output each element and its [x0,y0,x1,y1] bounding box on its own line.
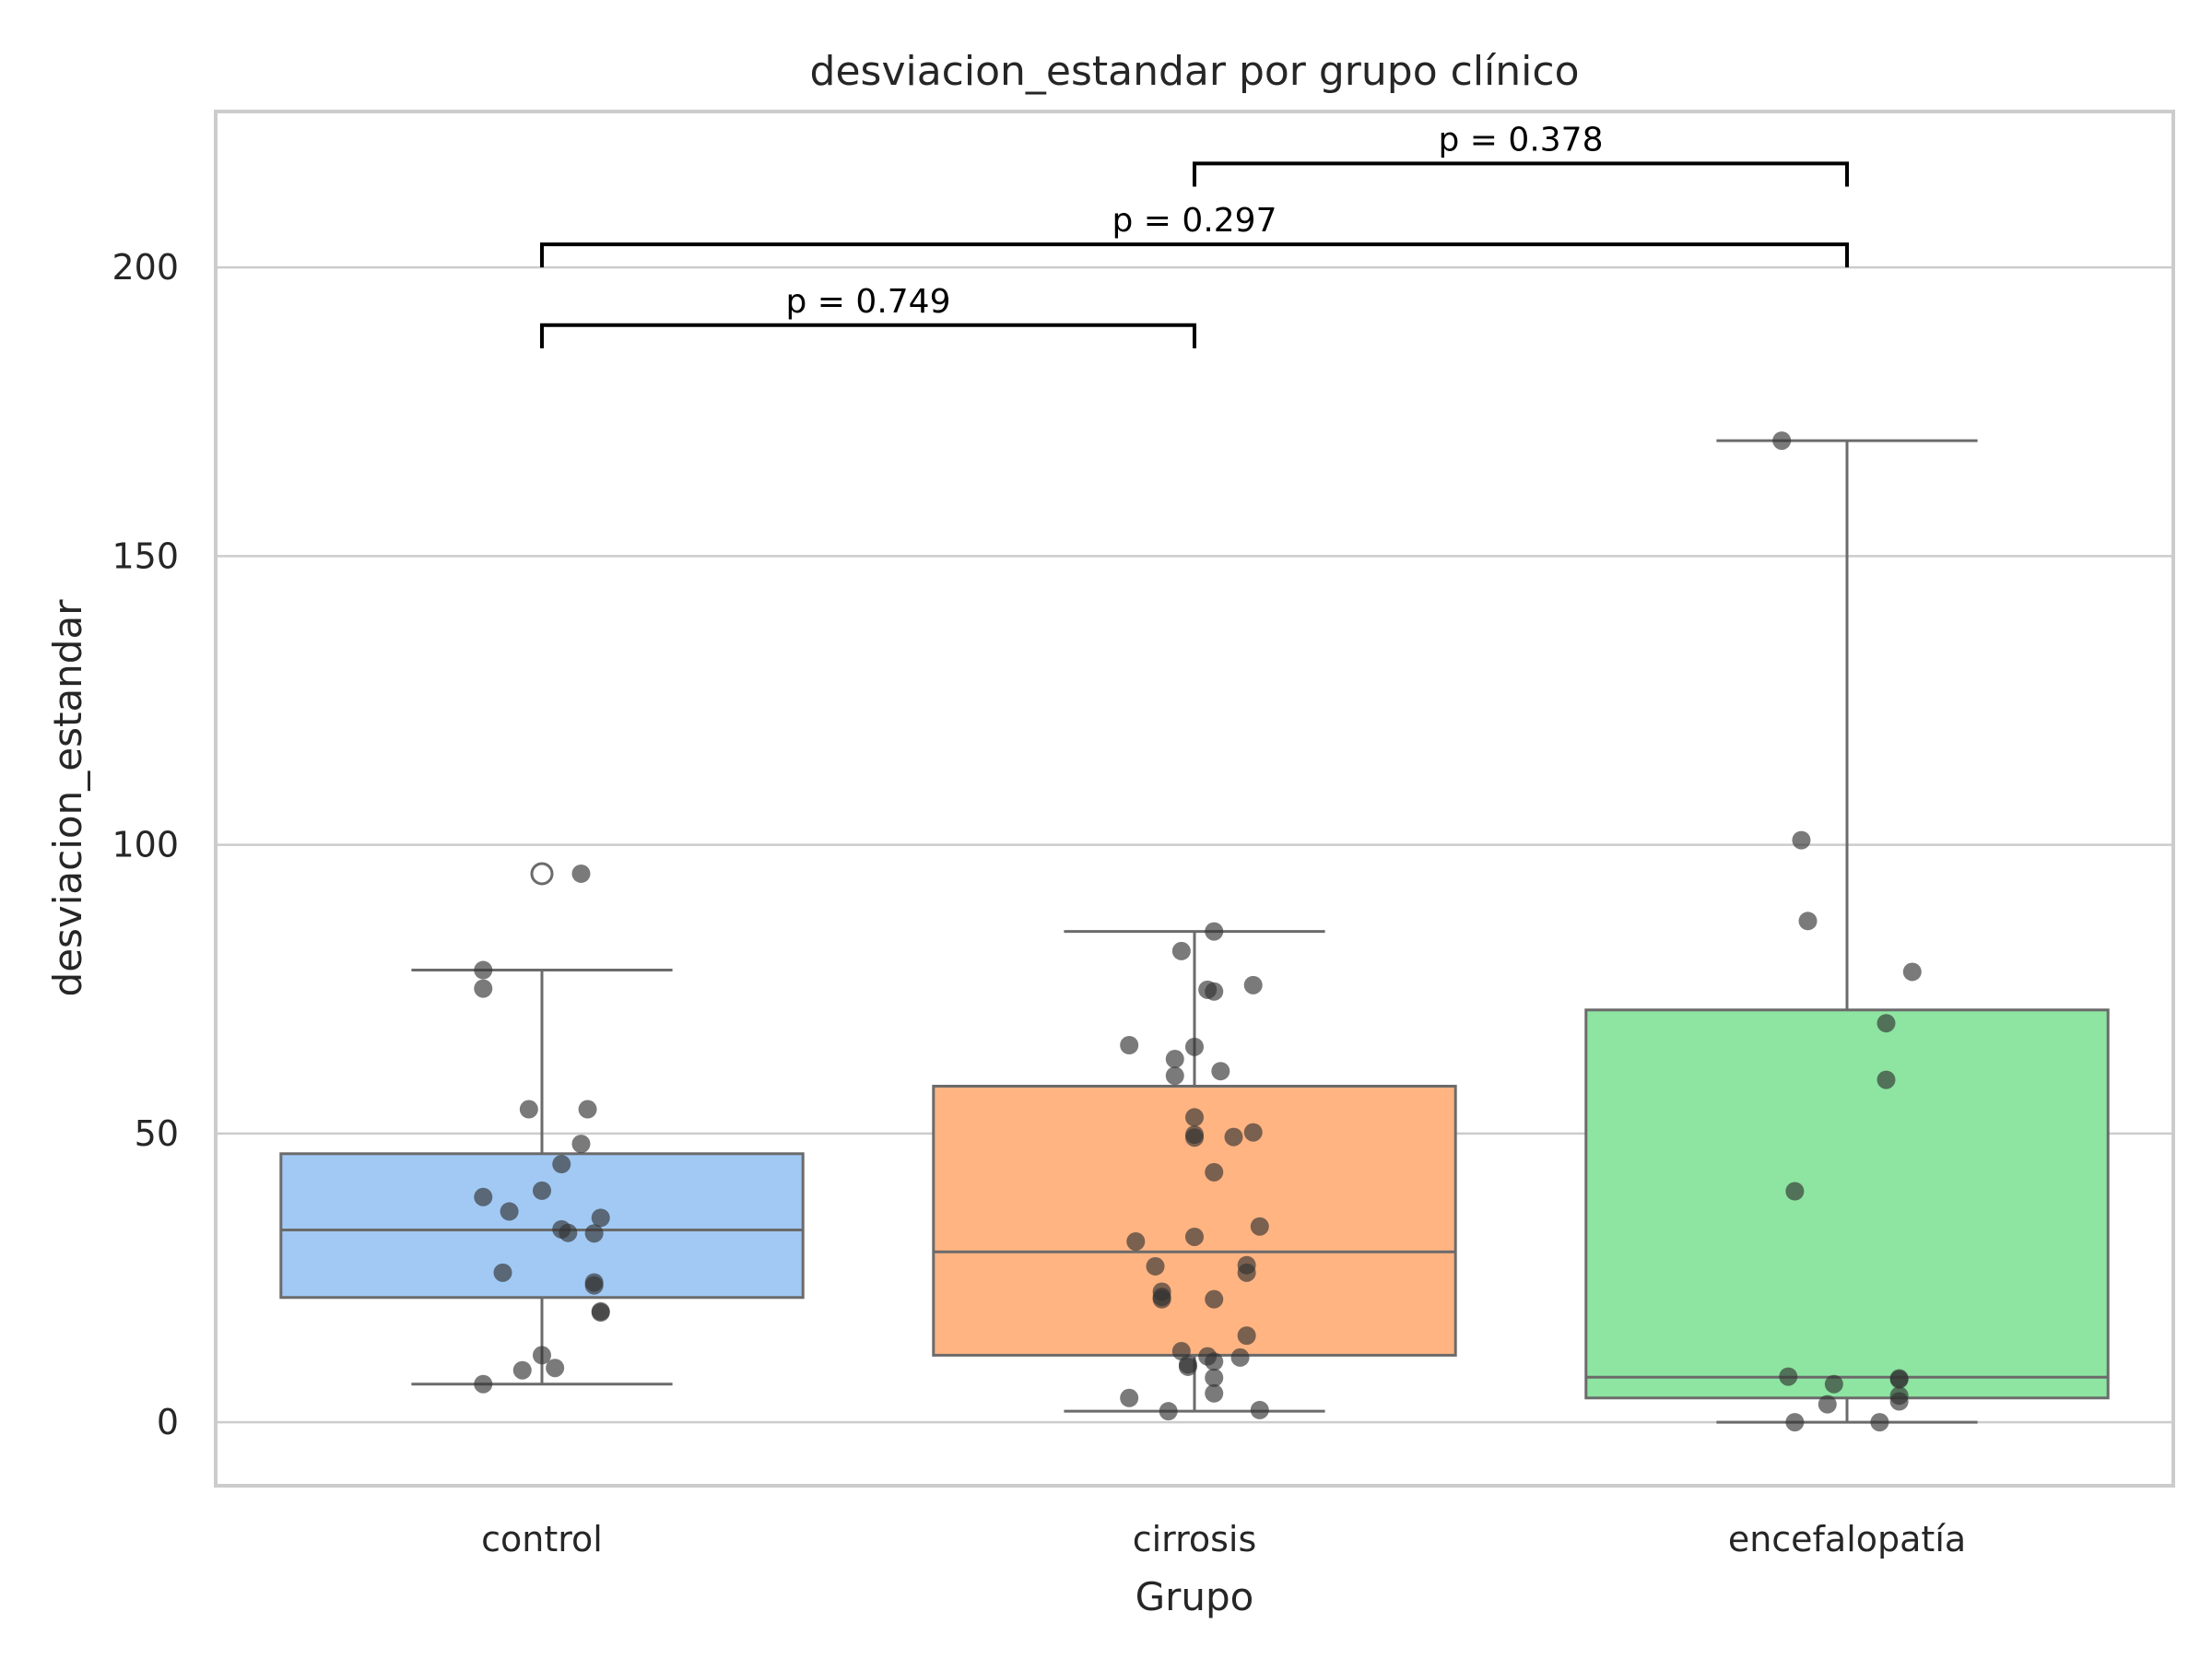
chart-title: desviacion_estandar por grupo clínico [810,48,1580,95]
y-tick-label-0: 0 [157,1402,179,1442]
point-cirrosis-11 [1243,1123,1263,1142]
point-cirrosis-17 [1185,1227,1204,1246]
y-axis-ticks: 0 50 100 150 200 [112,247,179,1442]
significance-bracket-1 [540,242,1849,268]
point-control-16 [584,1276,604,1295]
boxes-layer [279,439,2110,1424]
box-control [279,1152,805,1300]
point-control-1 [474,979,493,998]
point-control-7 [474,1187,493,1206]
point-cirrosis-30 [1205,1352,1224,1371]
point-encefalopatia-6 [1785,1182,1805,1201]
x-tick-label-encefalopatia: encefalopatía [1728,1519,1966,1559]
x-axis-ticks: control cirrosis encefalopatía [481,1519,1966,1559]
point-control-19 [533,1346,551,1365]
point-cirrosis-8 [1211,1062,1230,1081]
point-encefalopatia-12 [1889,1392,1909,1411]
points-layer [474,431,1922,1432]
point-encefalopatia-14 [1785,1413,1805,1432]
point-cirrosis-6 [1185,1037,1204,1056]
point-control-5 [571,1135,591,1154]
point-cirrosis-2 [1243,975,1263,994]
point-control-20 [546,1359,565,1378]
point-control-21 [512,1360,532,1380]
point-control-18 [591,1303,610,1323]
point-encefalopatia-15 [1870,1413,1889,1432]
point-cirrosis-20 [1146,1256,1165,1276]
point-control-10 [591,1208,610,1228]
point-cirrosis-29 [1230,1347,1250,1367]
significance-label-1: p = 0.297 [1112,202,1277,240]
significance-label-2: p = 0.378 [1439,121,1604,159]
point-cirrosis-36 [1250,1400,1269,1419]
point-control-3 [519,1100,538,1119]
point-control-12 [559,1223,578,1242]
point-cirrosis-9 [1165,1066,1184,1086]
point-control-22 [474,1374,493,1394]
point-encefalopatia-9 [1889,1370,1909,1389]
x-tick-label-cirrosis: cirrosis [1133,1519,1257,1559]
y-tick-label-150: 150 [112,535,179,576]
point-control-4 [578,1100,597,1119]
outlier-control-0 [530,862,554,886]
point-cirrosis-14 [1185,1128,1204,1147]
point-control-6 [552,1155,571,1174]
point-cirrosis-13 [1224,1127,1243,1147]
point-control-8 [533,1181,551,1200]
point-cirrosis-7 [1165,1050,1184,1069]
point-cirrosis-21 [1237,1263,1256,1282]
point-cirrosis-18 [1126,1232,1146,1252]
point-control-13 [584,1224,604,1243]
point-encefalopatia-1 [1792,830,1811,850]
significance-bracket-2 [1193,161,1849,187]
point-cirrosis-16 [1250,1217,1269,1236]
point-cirrosis-32 [1178,1357,1197,1376]
box-encefalopatia [1584,1008,2110,1400]
y-tick-label-200: 200 [112,247,179,288]
point-cirrosis-15 [1205,1162,1224,1182]
point-cirrosis-0 [1205,922,1224,941]
point-cirrosis-5 [1120,1036,1139,1055]
point-encefalopatia-4 [1877,1014,1896,1033]
x-axis-label: Grupo [1135,1574,1254,1619]
point-control-0 [474,960,493,980]
point-encefalopatia-13 [1818,1394,1837,1414]
point-cirrosis-4 [1205,982,1224,1001]
point-cirrosis-10 [1185,1108,1204,1127]
point-encefalopatia-10 [1824,1374,1843,1394]
y-tick-label-50: 50 [135,1113,179,1154]
point-cirrosis-24 [1152,1289,1171,1309]
significance-annotations: p = 0.749 p = 0.297 p = 0.378 [540,121,1849,348]
point-encefalopatia-5 [1877,1070,1896,1089]
point-encefalopatia-0 [1772,431,1792,451]
y-axis-label: desviacion_estandar [45,599,90,997]
point-cirrosis-34 [1205,1383,1224,1403]
plot-frame [214,110,2175,1488]
point-cirrosis-26 [1237,1326,1256,1346]
point-encefalopatia-7 [1779,1367,1798,1386]
point-cirrosis-25 [1205,1289,1224,1309]
point-control-14 [493,1263,512,1282]
point-cirrosis-1 [1171,941,1191,960]
point-control-2 [571,864,591,883]
x-tick-label-control: control [481,1519,603,1559]
significance-label-0: p = 0.749 [786,283,951,321]
point-encefalopatia-2 [1798,912,1818,931]
point-cirrosis-35 [1120,1388,1139,1407]
y-tick-label-100: 100 [112,825,179,865]
point-control-9 [500,1202,519,1221]
significance-bracket-0 [540,323,1196,348]
point-encefalopatia-3 [1902,962,1922,982]
point-cirrosis-37 [1159,1402,1178,1421]
point-cirrosis-33 [1205,1368,1224,1387]
